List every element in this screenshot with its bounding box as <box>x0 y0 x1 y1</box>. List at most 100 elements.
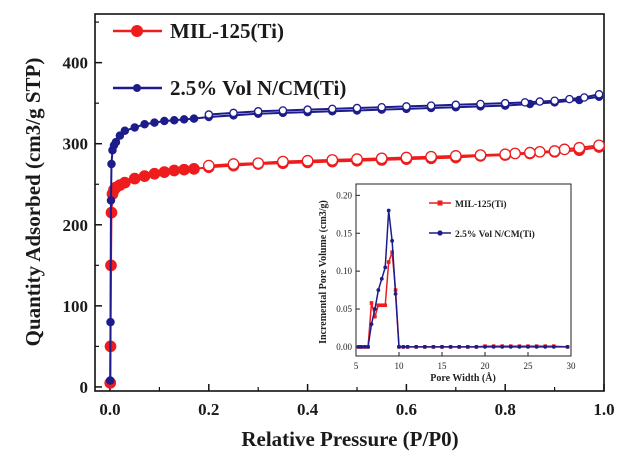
main-mil125-desorption-point <box>533 145 546 158</box>
main-mil125-desorption-point <box>524 146 536 159</box>
main-ncm-desorption-point <box>328 104 337 114</box>
main-ncm-adsorption-point <box>169 115 179 125</box>
inset-ncm-point <box>362 345 367 349</box>
main-ncm-adsorption-point <box>105 376 115 385</box>
main-mil125-adsorption-point <box>168 164 181 177</box>
main-ncm-desorption-point <box>426 101 436 110</box>
inset-ncm-point <box>431 345 436 349</box>
main-y-tick-label-2: 200 <box>63 216 89 235</box>
inset-legend-label-mil125: MIL-125(Ti) <box>455 199 507 210</box>
inset-mil125-point <box>380 303 384 308</box>
inset-ncm-point <box>483 345 487 349</box>
main-ncm-desorption-point <box>352 103 362 113</box>
inset-ncm-point <box>465 345 470 349</box>
main-mil125-desorption-point <box>277 155 289 168</box>
inset-ncm-point <box>491 345 496 349</box>
main-legend-label-mil125: MIL-125(Ti) <box>170 19 284 43</box>
main-mil125-desorption-point <box>449 150 462 162</box>
inset-x-tick-label-5: 30 <box>567 361 577 371</box>
inset-ncm-point <box>383 265 388 270</box>
inset-x-tick-label-3: 20 <box>481 361 491 371</box>
main-mil125-desorption-point <box>227 158 240 170</box>
inset-legend-marker-ncm <box>437 230 443 236</box>
inset-mil125-point <box>386 260 391 264</box>
inset-ncm-point <box>405 345 410 349</box>
inset-legend-marker-mil125 <box>437 200 443 206</box>
main-ncm-adsorption-point <box>107 159 116 169</box>
inset-ncm-point <box>422 345 427 349</box>
main-legend-marker-ncm <box>133 84 141 92</box>
main-mil125-desorption-point <box>558 143 571 156</box>
inset-chart: 5 10 15 20 25 30 0.00 0.05 0.10 0.15 0.20 Pore Wid… <box>318 183 576 384</box>
inset-ncm-point <box>397 345 401 349</box>
inset-ncm-point <box>551 345 556 349</box>
inset-ncm-point <box>500 345 505 349</box>
main-ncm-desorption-point <box>500 98 510 108</box>
main-mil125-desorption-point <box>252 157 265 170</box>
main-ncm-desorption-point <box>229 108 238 118</box>
main-ncm-adsorption-point <box>130 123 139 132</box>
main-ncm-adsorption-point <box>111 137 121 147</box>
main-mil125-desorption-point <box>375 152 388 165</box>
main-mil125-desorption-point <box>400 151 413 164</box>
main-ncm-desorption-point <box>520 98 530 107</box>
inset-legend: MIL-125(Ti) 2.5% Vol N/CM(Ti) <box>429 199 535 240</box>
main-x-tick-label-5: 1.0 <box>593 400 614 419</box>
main-mil125-desorption-point <box>202 159 215 172</box>
main-ncm-desorption-point <box>451 100 461 110</box>
inset-ncm-point <box>393 291 398 296</box>
main-mil125-adsorption-point <box>188 163 200 175</box>
main-x-tick-label-2: 0.4 <box>297 400 319 419</box>
inset-ncm-point <box>543 345 548 349</box>
inset-x-axis-label: Pore Width (Å) <box>430 372 496 384</box>
inset-legend-label-ncm: 2.5% Vol N/CM(Ti) <box>455 229 535 240</box>
inset-ncm-point <box>376 288 381 292</box>
inset-ncm-point <box>369 322 374 327</box>
main-ncm-adsorption-point <box>140 120 149 129</box>
main-ncm-desorption-point <box>402 102 411 111</box>
inset-x-tick-label-2: 15 <box>438 361 448 371</box>
main-mil125-desorption-point <box>326 154 339 166</box>
main-legend-label-ncm: 2.5% Vol N/CM(Ti) <box>170 76 346 100</box>
main-plot-frame <box>94 13 605 392</box>
main-mil125-desorption-point <box>301 154 314 167</box>
main-ncm-desorption-point <box>377 102 386 112</box>
inset-ncm-point <box>457 345 462 349</box>
main-legend: MIL-125(Ti) 2.5% Vol N/CM(Ti) <box>113 19 346 100</box>
inset-ncm-point <box>414 345 419 349</box>
main-mil125-adsorption-point <box>178 163 190 176</box>
inset-y-tick-label-1: 0.05 <box>336 304 352 314</box>
main-mil125-desorption-point <box>499 148 512 161</box>
inset-mil125-point <box>373 314 377 319</box>
main-ncm-desorption-point <box>278 106 288 115</box>
main-mil125-desorption-point <box>548 145 561 157</box>
main-mil125-desorption-point <box>425 150 437 163</box>
main-ncm-adsorption-point <box>189 114 199 123</box>
main-ncm-desorption-point <box>594 90 604 99</box>
inset-x-tick-label-0: 5 <box>354 361 359 371</box>
main-series-group <box>104 90 605 389</box>
inset-y-axis-label: Incremental Pore Volume (cm3/g) <box>318 200 329 344</box>
main-mil125-desorption-point <box>593 139 605 152</box>
main-x-axis-label: Relative Pressure (P/P0) <box>241 427 458 451</box>
main-ncm-adsorption-point <box>106 196 116 205</box>
main-ncm-desorption-point <box>204 110 214 119</box>
inset-ncm-point <box>448 345 453 349</box>
inset-ncm-point <box>517 345 522 349</box>
main-y-tick-label-0: 0 <box>80 378 89 397</box>
main-ncm-adsorption-point <box>179 115 189 124</box>
inset-mil125-point <box>383 303 388 308</box>
inset-axis-ticks: 5 10 15 20 25 30 0.00 0.05 0.10 0.15 0.20 <box>336 190 576 371</box>
main-ncm-desorption-point <box>535 97 545 106</box>
main-ncm-adsorption-point <box>106 317 115 327</box>
main-mil125-desorption-point <box>509 147 521 160</box>
main-ncm-adsorption-point <box>120 126 130 135</box>
inset-ncm-point <box>474 345 479 349</box>
main-mil125-desorption-point <box>351 153 363 165</box>
main-y-tick-label-4: 400 <box>63 54 89 73</box>
inset-ncm-point <box>508 345 513 349</box>
main-mil125-adsorption-point <box>158 166 171 178</box>
main-ncm-desorption-point <box>565 94 574 104</box>
inset-ncm-point <box>366 345 370 349</box>
